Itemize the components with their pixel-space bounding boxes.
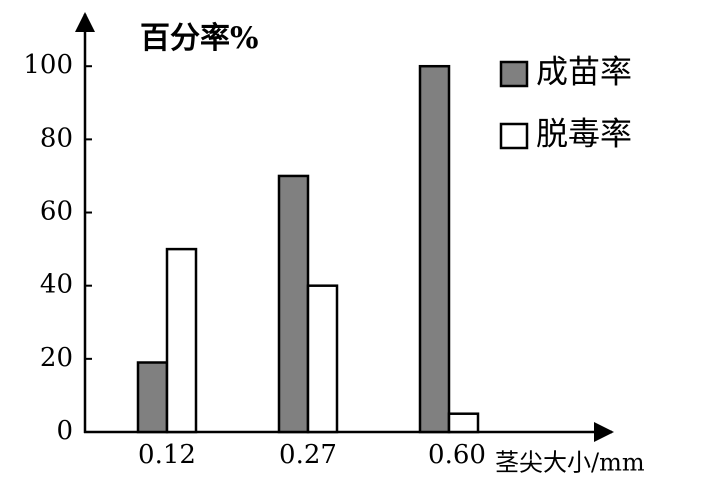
x-tick-label: 0.27 (279, 440, 337, 470)
y-tick-label: 60 (40, 197, 73, 227)
x-tick-label: 0.60 (428, 440, 486, 470)
legend-swatch (499, 60, 529, 88)
bar (165, 247, 198, 434)
bar (447, 412, 480, 434)
x-tick-label: 0.12 (138, 440, 196, 470)
y-tick-label: 0 (56, 416, 73, 446)
y-tick-label: 80 (40, 123, 73, 153)
bar (277, 174, 310, 434)
bar (136, 361, 169, 434)
legend-swatch (499, 122, 529, 150)
legend-label: 成苗率 (536, 53, 632, 91)
x-axis-title: 茎尖大小/mm (495, 449, 645, 477)
legend-label: 脱毒率 (536, 115, 632, 153)
y-tick-label: 40 (40, 270, 73, 300)
y-tick-label: 100 (23, 50, 73, 80)
y-axis-title: 百分率% (140, 21, 259, 56)
bar (306, 284, 339, 434)
bar (418, 64, 451, 434)
y-tick-label: 20 (40, 343, 73, 373)
